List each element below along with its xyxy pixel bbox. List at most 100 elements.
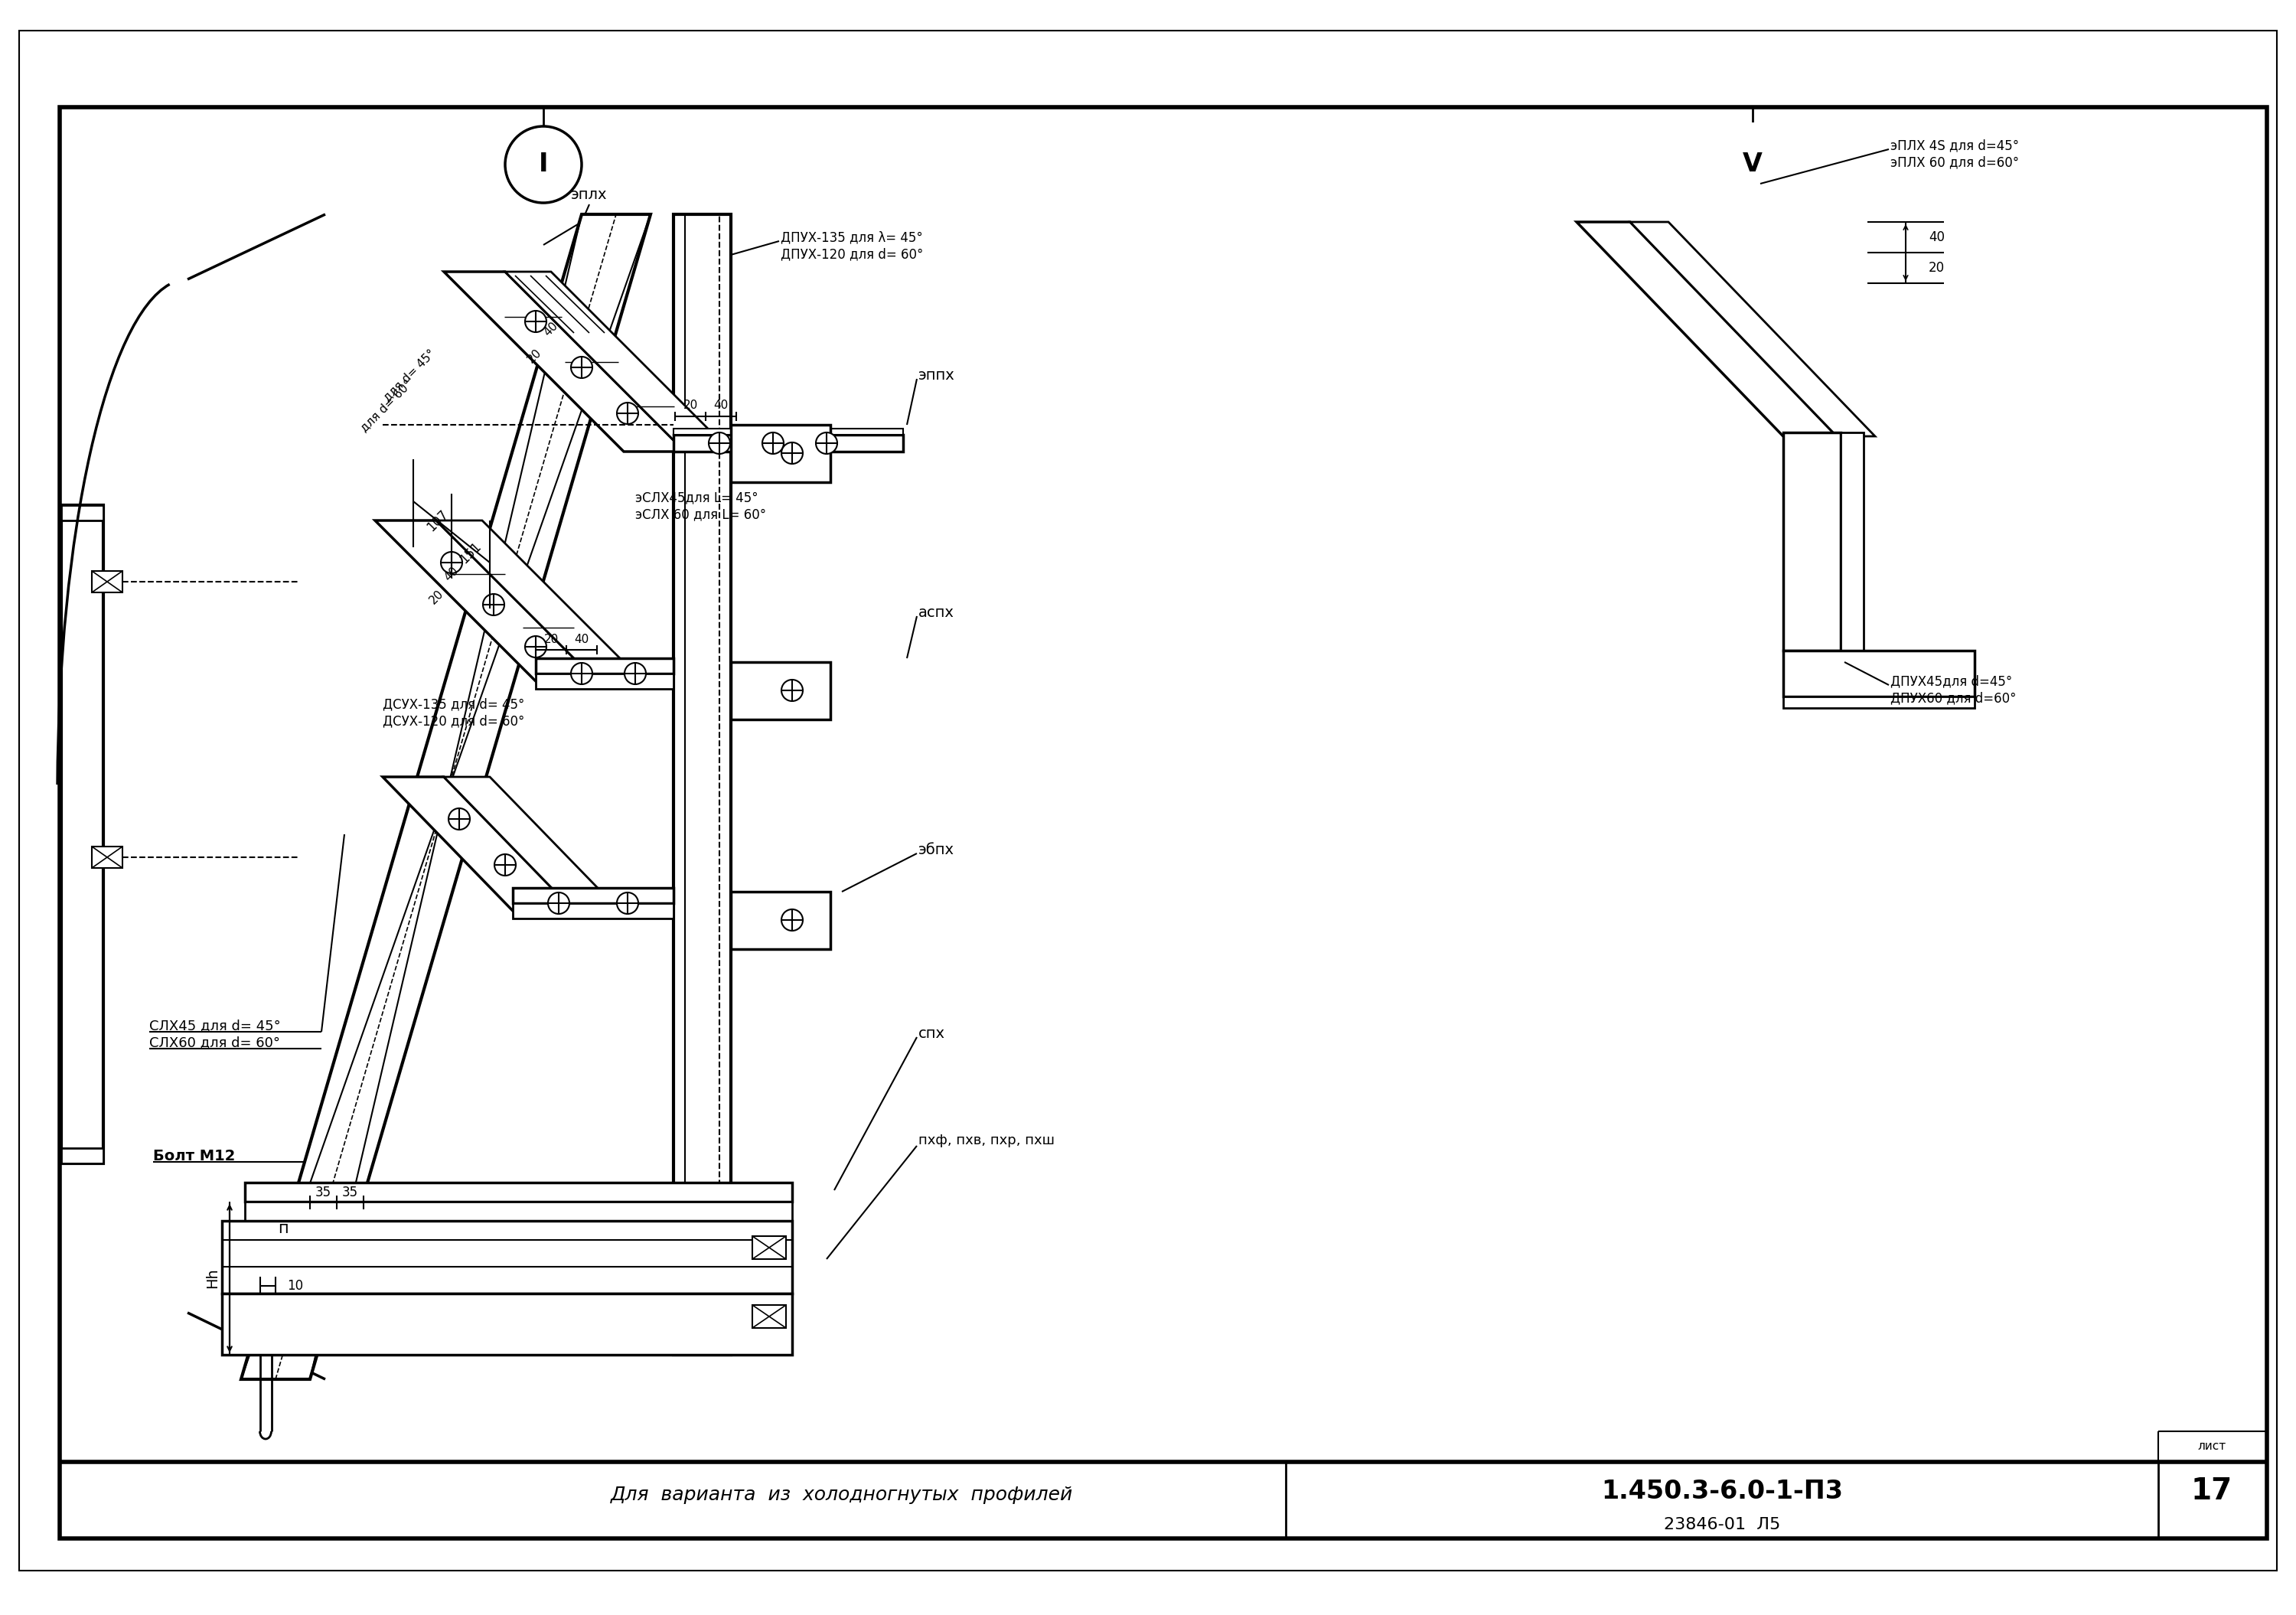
Bar	[535, 659, 673, 673]
Circle shape	[781, 680, 804, 701]
Text: Для  варианта  из  холодногнутых  профилей: Для варианта из холодногнутых профилей	[611, 1486, 1072, 1504]
Text: СЛХ45 для d= 45°: СЛХ45 для d= 45°	[149, 1019, 280, 1032]
Polygon shape	[383, 777, 574, 911]
Bar	[673, 434, 902, 452]
Text: ДПУХ60 для d=60°: ДПУХ60 для d=60°	[1890, 691, 2016, 704]
Text: 20: 20	[544, 633, 558, 644]
Bar	[730, 425, 831, 483]
Bar	[1531, 123, 2197, 774]
Bar	[223, 1294, 792, 1355]
Text: для d= 45°: для d= 45°	[381, 347, 439, 404]
Circle shape	[762, 433, 783, 454]
Polygon shape	[1577, 221, 1837, 436]
Text: СЛХ60 для d= 60°: СЛХ60 для d= 60°	[149, 1035, 280, 1050]
Text: 40: 40	[542, 320, 560, 339]
Bar	[673, 215, 730, 1355]
Circle shape	[781, 443, 804, 464]
Polygon shape	[443, 777, 620, 911]
Bar	[60, 107, 2266, 1539]
Text: ДСУХ-135 для d= 45°: ДСУХ-135 для d= 45°	[383, 698, 523, 711]
Circle shape	[549, 893, 569, 914]
Circle shape	[781, 909, 804, 930]
Text: 20: 20	[526, 347, 544, 365]
Bar	[673, 428, 902, 434]
Text: 35: 35	[315, 1185, 331, 1200]
Text: 20: 20	[682, 401, 698, 412]
Circle shape	[618, 893, 638, 914]
Circle shape	[625, 662, 645, 685]
Circle shape	[572, 357, 592, 378]
Bar	[1784, 433, 1841, 651]
Bar	[512, 888, 673, 903]
Bar	[730, 662, 831, 719]
Text: эппх: эппх	[918, 368, 955, 383]
Text: аспх: аспх	[918, 606, 955, 620]
Text: ДСУХ-120 для d= 60°: ДСУХ-120 для d= 60°	[383, 714, 523, 728]
Circle shape	[448, 808, 471, 830]
Polygon shape	[374, 520, 597, 682]
Text: 151: 151	[457, 539, 484, 567]
Circle shape	[709, 433, 730, 454]
Bar	[1784, 696, 1975, 707]
Bar	[1784, 651, 1975, 696]
Text: для d= 60°: для d= 60°	[358, 378, 416, 434]
Text: 40: 40	[443, 565, 461, 583]
Text: 10: 10	[287, 1279, 303, 1292]
Text: ДПУХ-120 для d= 60°: ДПУХ-120 для d= 60°	[781, 247, 923, 262]
Circle shape	[526, 636, 546, 657]
Bar	[753, 1305, 785, 1328]
Circle shape	[505, 126, 581, 203]
Circle shape	[618, 402, 638, 425]
Circle shape	[494, 854, 517, 875]
Circle shape	[441, 552, 461, 573]
Text: лист: лист	[2197, 1441, 2227, 1452]
Text: ДПУХ45для d=45°: ДПУХ45для d=45°	[1890, 675, 2011, 688]
Text: п: п	[278, 1221, 289, 1235]
Bar	[62, 505, 103, 520]
Text: 35: 35	[342, 1185, 358, 1200]
Circle shape	[815, 433, 838, 454]
Text: спх: спх	[918, 1026, 946, 1040]
Polygon shape	[1630, 221, 1876, 436]
Bar	[92, 572, 122, 593]
Circle shape	[482, 594, 505, 615]
Bar	[62, 1148, 103, 1163]
Text: 20: 20	[1929, 262, 1945, 275]
Circle shape	[1715, 126, 1791, 203]
Bar	[223, 1221, 792, 1294]
Polygon shape	[436, 520, 643, 682]
Text: эПЛХ 4S для d=45°: эПЛХ 4S для d=45°	[1890, 139, 2018, 152]
Text: Hh: Hh	[207, 1268, 220, 1289]
Text: эПЛХ 60 для d=60°: эПЛХ 60 для d=60°	[1890, 155, 2018, 170]
Bar	[535, 673, 673, 690]
Circle shape	[1756, 349, 1779, 370]
Text: ДПУХ-135 для λ= 45°: ДПУХ-135 для λ= 45°	[781, 231, 923, 244]
Bar	[246, 1202, 792, 1221]
Circle shape	[1697, 287, 1717, 308]
Bar	[1841, 433, 1864, 651]
Circle shape	[526, 310, 546, 333]
Polygon shape	[505, 271, 730, 452]
Bar	[62, 505, 103, 1163]
Text: 20: 20	[427, 588, 445, 606]
Text: 40: 40	[1929, 231, 1945, 244]
Bar	[753, 1235, 785, 1260]
Bar	[730, 891, 831, 950]
Text: 107: 107	[425, 507, 452, 535]
Text: 17: 17	[2190, 1476, 2232, 1505]
Text: 40: 40	[574, 633, 590, 644]
Text: эСЛХ 60 для L= 60°: эСЛХ 60 для L= 60°	[636, 507, 767, 522]
Text: V: V	[1743, 152, 1763, 178]
Text: I: I	[540, 152, 549, 178]
Text: пхф, пхв, пхр, пхш: пхф, пхв, пхр, пхш	[918, 1134, 1054, 1147]
Text: 23846-01  Л5: 23846-01 Л5	[1665, 1516, 1779, 1533]
Text: 1.450.3-6.0-1-П3: 1.450.3-6.0-1-П3	[1600, 1478, 1844, 1504]
Text: 40: 40	[714, 401, 728, 412]
Bar	[92, 846, 122, 867]
Bar	[512, 903, 673, 919]
Text: Болт М12: Болт М12	[154, 1148, 234, 1163]
Circle shape	[572, 662, 592, 685]
Text: эбпх: эбпх	[918, 843, 955, 858]
Text: эплх: эплх	[572, 187, 608, 202]
Polygon shape	[241, 215, 650, 1379]
